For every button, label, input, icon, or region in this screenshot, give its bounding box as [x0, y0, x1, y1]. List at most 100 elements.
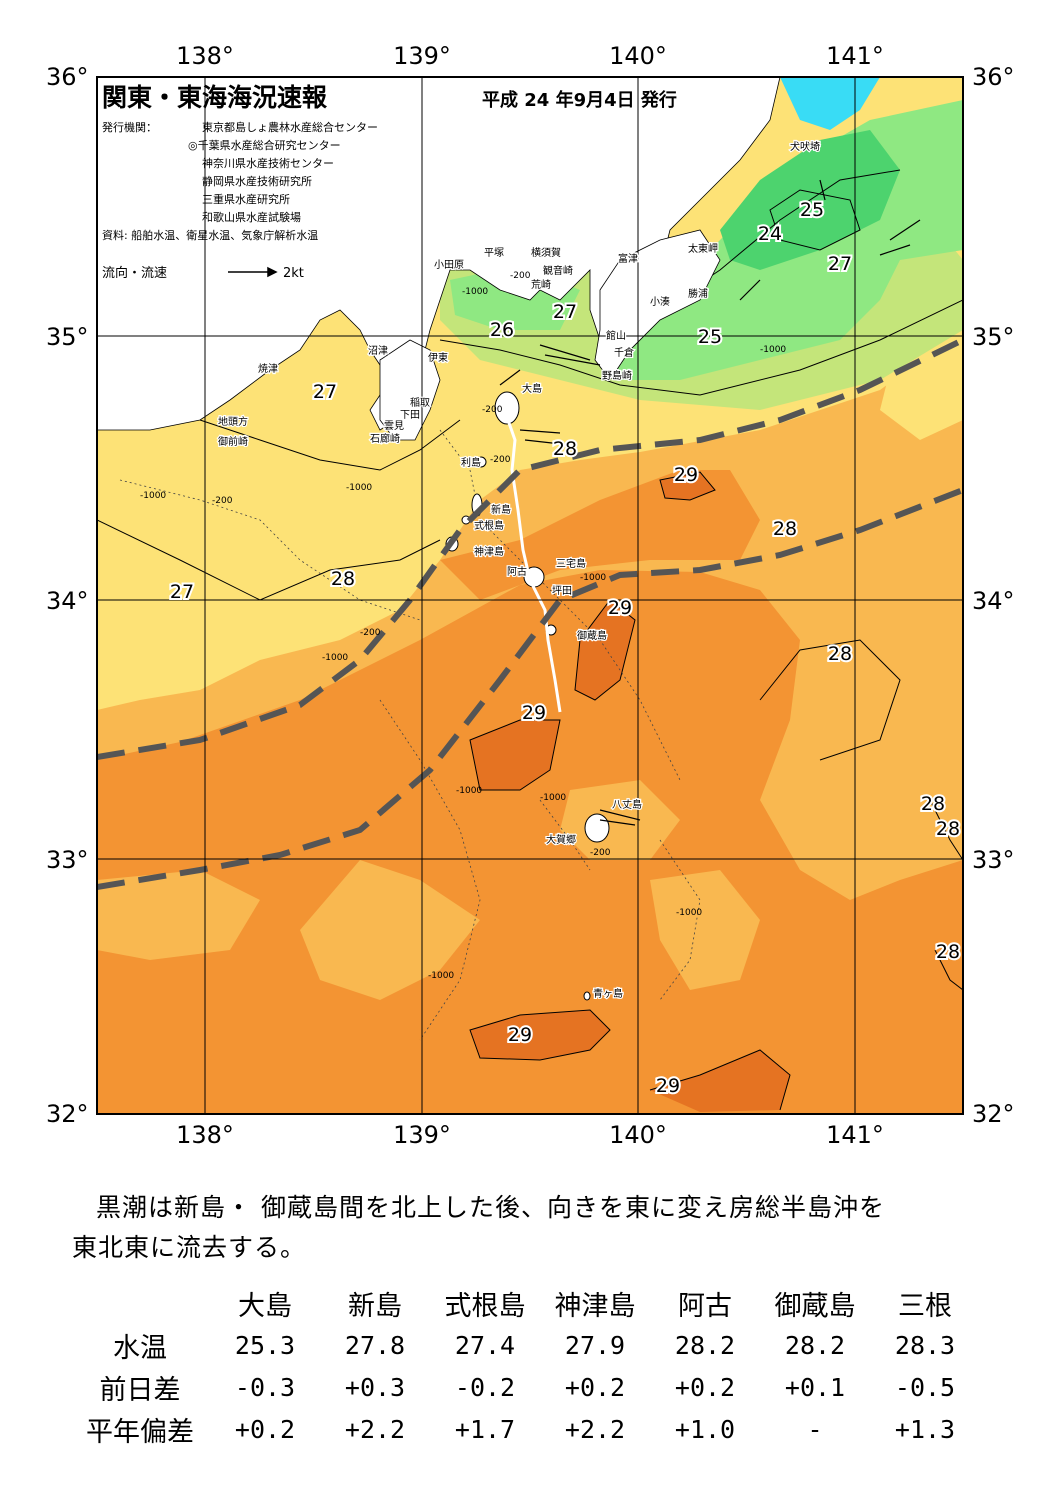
place-name: 太東岬	[688, 242, 718, 255]
station-header: 御蔵島	[774, 1290, 856, 1322]
isotherm-label: 27	[828, 253, 852, 275]
current-arrow	[499, 369, 521, 386]
table-cell: 27.8	[344, 1330, 406, 1360]
station-header: 新島	[348, 1290, 402, 1322]
legend-label: 流向・流速	[102, 265, 167, 281]
table-cell: +1.3	[894, 1414, 956, 1444]
boso-peninsula	[594, 229, 721, 381]
place-name: 石廊崎	[370, 432, 400, 445]
place-name: 八丈島	[612, 798, 642, 811]
station-header: 式根島	[444, 1290, 526, 1322]
lat-label: 35°	[46, 323, 89, 351]
temp-30-core	[575, 600, 635, 700]
summary-text: 黒潮は新島・ 御蔵島間を北上した後、向きを東に変え房総半島沖を 東北東に流去する…	[72, 1188, 972, 1268]
table-cell: -0.5	[894, 1372, 956, 1402]
lat-label: 33°	[972, 846, 1015, 874]
station-header: 阿古	[678, 1290, 732, 1322]
current-arrow	[739, 279, 761, 301]
summary-line: 東北東に流去する。	[72, 1233, 307, 1262]
station-header: 大島	[238, 1290, 292, 1322]
depth-label: -1000	[760, 345, 786, 355]
current-arrow	[519, 429, 561, 434]
depth-label: -1000	[676, 908, 702, 918]
current-arrow	[819, 179, 826, 201]
isotherm-label: 29	[522, 702, 546, 724]
depth-label: -1000	[540, 793, 566, 803]
kuroshio-axis	[97, 337, 963, 760]
place-name: 大賀郷	[546, 833, 576, 846]
table-cell: +0.2	[674, 1372, 736, 1402]
toshima-island	[475, 456, 487, 468]
place-name: 館山	[606, 329, 626, 342]
lon-label: 139°	[393, 1121, 451, 1149]
row-label: 水温	[113, 1332, 167, 1364]
place-name: 下田	[400, 410, 420, 421]
lat-label: 36°	[972, 63, 1015, 91]
sea-temperature-map: 138° 139° 140° 141° 138° 139° 140° 141° …	[46, 42, 1015, 1149]
publisher: 神奈川県水産技術センター	[202, 156, 334, 170]
isotherm-label: 29	[656, 1075, 680, 1097]
table-cell: -	[807, 1414, 823, 1444]
temp-30-core	[470, 720, 560, 790]
isotherm-label: 29	[508, 1024, 532, 1046]
table-corner	[70, 1282, 210, 1324]
depth-label: -200	[590, 848, 611, 858]
place-name: 焼津	[258, 363, 278, 375]
table-cell: 28.2	[674, 1330, 736, 1360]
map-title: 関東・東海海況速報	[102, 83, 328, 112]
table-cell: +1.0	[674, 1414, 736, 1444]
place-name: 青ヶ島	[593, 987, 623, 1000]
publisher: 静岡県水産技術研究所	[202, 174, 312, 188]
temp-29-zone	[97, 570, 963, 1114]
isotherm-label: 28	[331, 568, 355, 590]
temp-30-core	[660, 472, 715, 500]
oshima-island	[494, 391, 520, 425]
isotherm-label: 28	[773, 518, 797, 540]
lat-label: 32°	[46, 1100, 89, 1128]
depth-label: -1000	[140, 491, 166, 501]
depth-contour	[539, 799, 591, 871]
lon-label: 138°	[176, 42, 234, 70]
lon-label: 141°	[826, 42, 884, 70]
row-label: 平年偏差	[86, 1416, 194, 1448]
ship-track	[506, 419, 562, 713]
temp-30-core	[650, 1050, 790, 1112]
table-cell: +1.7	[454, 1414, 516, 1444]
depth-label: -1000	[428, 971, 454, 981]
depth-contour	[379, 699, 481, 1041]
issue-date: 平成 24 年9月4日 発行	[482, 89, 677, 111]
hachijojima-island	[584, 813, 610, 843]
depth-label: -1000	[322, 653, 348, 663]
isotherm-label: 29	[674, 464, 698, 486]
place-name: 御蔵島	[577, 629, 607, 642]
place-name: 千倉	[614, 346, 634, 359]
table-cell: +0.1	[784, 1372, 846, 1402]
row-label: 前日差	[99, 1374, 181, 1406]
current-arrow	[599, 809, 641, 821]
lon-label: 141°	[826, 1121, 884, 1149]
table-cell: -0.2	[454, 1372, 516, 1402]
isotherm-line	[469, 1009, 611, 1061]
lon-label: 140°	[609, 1121, 667, 1149]
place-name: 利島	[461, 456, 481, 469]
lon-label: 140°	[609, 42, 667, 70]
temp-29-zone	[440, 470, 760, 600]
depth-label: -200	[510, 271, 531, 281]
isotherm-line	[659, 471, 716, 501]
legend-arrow-icon	[228, 266, 278, 278]
isotherm-label: 29	[608, 597, 632, 619]
table-cell: +0.2	[234, 1414, 296, 1444]
place-name: 稲取	[410, 397, 430, 409]
place-name: 横須賀	[531, 246, 561, 259]
isotherm-line	[929, 799, 963, 861]
lat-label: 32°	[972, 1100, 1015, 1128]
lon-label: 139°	[393, 42, 451, 70]
publisher: 三重県水産研究所	[202, 192, 290, 206]
place-name: 式根島	[474, 519, 504, 532]
temp-28-patch	[97, 870, 260, 960]
isotherm-line	[934, 949, 963, 991]
table-cell: +0.2	[564, 1372, 626, 1402]
isotherm-line	[97, 519, 441, 601]
summary-line: 黒潮は新島・ 御蔵島間を北上した後、向きを東に変え房総半島沖を	[96, 1193, 885, 1222]
isotherm-label: 28	[553, 438, 577, 460]
